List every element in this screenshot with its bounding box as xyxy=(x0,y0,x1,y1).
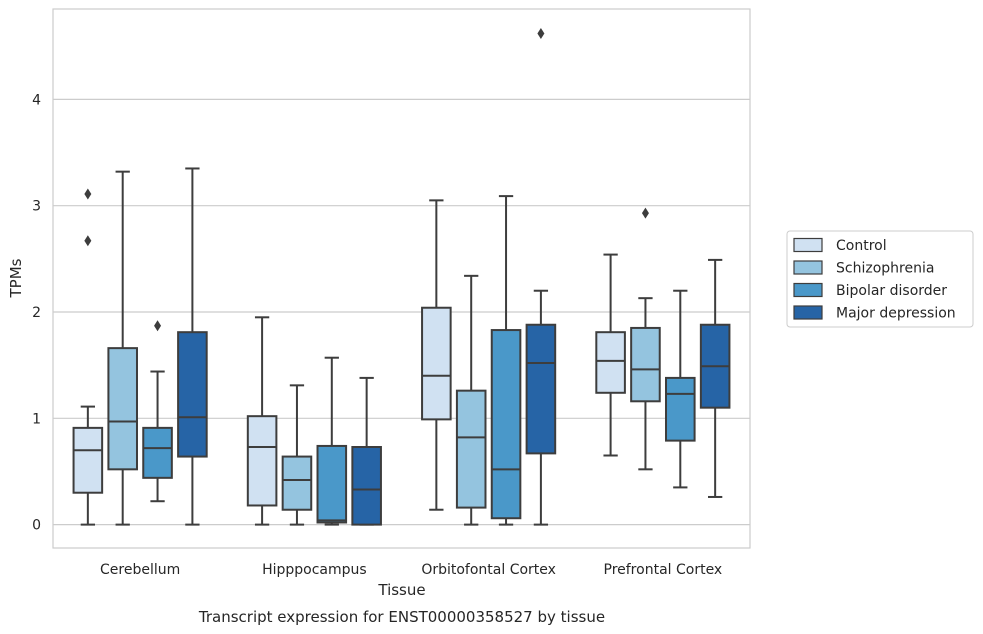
y-tick-label: 4 xyxy=(32,92,41,108)
legend-frame xyxy=(786,230,974,328)
box-iqr xyxy=(246,415,278,507)
legend-item: Schizophrenia xyxy=(793,260,934,277)
outlier-point xyxy=(84,235,92,247)
box xyxy=(72,188,104,526)
box-iqr xyxy=(177,331,208,458)
box-iqr xyxy=(281,455,313,511)
y-axis-ticks: 0 1 2 3 4 xyxy=(32,92,41,533)
outlier-point xyxy=(84,188,92,200)
y-tick-label: 1 xyxy=(32,411,41,427)
y-axis-label: TPMs xyxy=(7,258,25,298)
box-series xyxy=(72,27,731,526)
legend-label: Major depression xyxy=(836,306,956,322)
box-iqr xyxy=(142,426,173,479)
box-iqr xyxy=(107,347,138,471)
x-tick-label: Hipppocampus xyxy=(262,562,367,578)
legend-item: Control xyxy=(793,237,887,254)
y-tick-label: 3 xyxy=(32,199,41,215)
box-iqr xyxy=(455,389,487,509)
legend-label: Schizophrenia xyxy=(836,261,934,277)
y-tick-label: 2 xyxy=(32,305,41,321)
box xyxy=(246,316,278,526)
box xyxy=(525,27,557,526)
legend-swatch xyxy=(793,237,823,253)
chart-caption: Transcript expression for ENST0000035852… xyxy=(198,608,605,626)
gridlines xyxy=(53,98,750,526)
box-iqr xyxy=(525,323,557,455)
box xyxy=(630,207,661,471)
box xyxy=(177,167,208,526)
plot-area-frame xyxy=(52,8,751,549)
legend-item: Bipolar disorder xyxy=(793,282,947,299)
box xyxy=(351,376,382,526)
series-major-depression xyxy=(177,27,731,526)
box-iqr xyxy=(665,376,696,442)
x-axis-label: Tissue xyxy=(377,581,425,599)
box-iqr xyxy=(630,326,661,403)
box xyxy=(421,199,452,511)
series-schizophrenia xyxy=(107,170,661,526)
box xyxy=(316,356,348,526)
legend-item: Major depression xyxy=(793,305,956,322)
series-bipolar-disorder xyxy=(142,195,696,526)
box xyxy=(455,274,487,526)
box-iqr xyxy=(72,426,104,494)
series-control xyxy=(72,188,626,526)
outlier-point xyxy=(537,27,545,39)
x-tick-label: Cerebellum xyxy=(100,562,180,578)
box xyxy=(699,258,731,498)
legend-swatch xyxy=(793,260,823,275)
box-iqr xyxy=(316,444,348,524)
box-iqr xyxy=(421,306,452,421)
legend-label: Control xyxy=(836,238,887,254)
y-tick-label: 0 xyxy=(32,518,41,534)
x-tick-label: Prefrontal Cortex xyxy=(604,562,723,578)
legend-swatch xyxy=(793,282,823,298)
outlier-point xyxy=(154,320,162,332)
box xyxy=(142,320,173,503)
legend-label: Bipolar disorder xyxy=(836,283,947,299)
outlier-point xyxy=(641,207,649,219)
legend: Control Schizophrenia Bipolar disorder Majo… xyxy=(786,230,974,328)
box xyxy=(665,289,696,489)
x-tick-label: Orbitofontal Cortex xyxy=(421,562,556,578)
legend-swatch xyxy=(793,305,823,320)
box xyxy=(595,253,626,457)
box-iqr xyxy=(490,329,522,520)
box-iqr xyxy=(351,446,382,526)
box xyxy=(281,384,313,526)
x-axis-ticks: Cerebellum Hipppocampus Orbitofontal Corte… xyxy=(100,562,722,578)
box xyxy=(107,170,138,526)
box xyxy=(490,195,522,526)
box-iqr xyxy=(595,331,626,394)
